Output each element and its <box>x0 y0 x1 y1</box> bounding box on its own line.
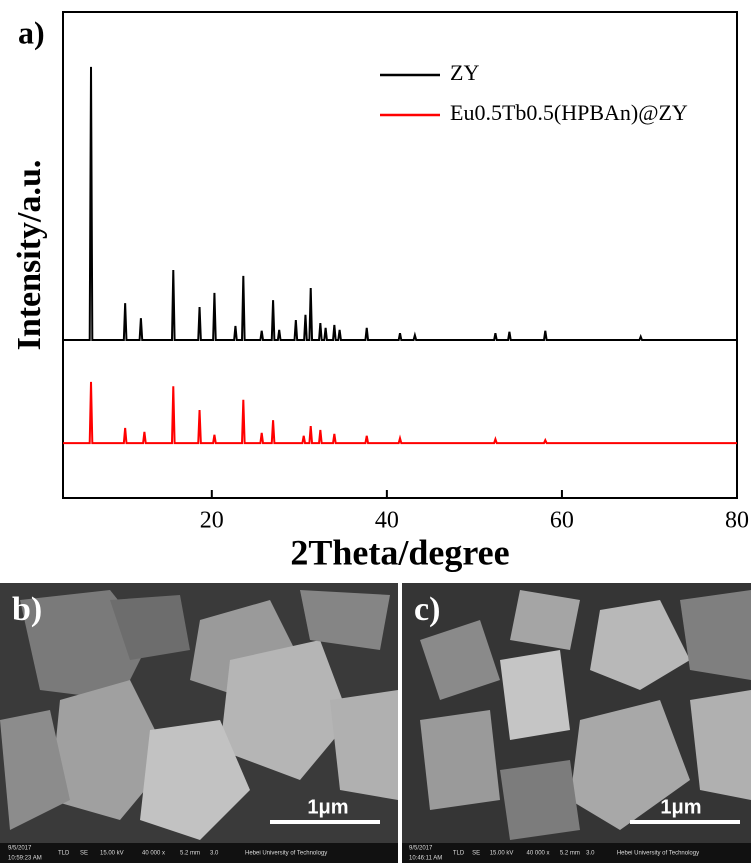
data-line <box>63 381 737 445</box>
x-tick-label: 20 <box>200 508 224 534</box>
sem-info-text: TLD <box>58 851 70 857</box>
data-line <box>63 66 737 342</box>
sem-info-text: Hebei University of Technology <box>617 851 699 857</box>
sem-info-text: 10:59:23 AM <box>8 856 42 862</box>
x-tick-label: 80 <box>725 508 749 534</box>
sem-info-text: TLD <box>453 851 465 857</box>
legend-label: ZY <box>450 60 479 85</box>
sem-info-text: SE <box>472 851 480 857</box>
scale-bar <box>270 820 380 824</box>
sem-image-b <box>0 583 398 863</box>
sem-info-text: 3.0 <box>586 851 595 857</box>
x-tick-label: 40 <box>375 508 399 534</box>
scale-bar-label: 1μm <box>660 796 701 818</box>
sem-info-text: 9/5/2017 <box>8 846 32 852</box>
sem-info-text: 9/5/2017 <box>409 846 433 852</box>
sem-info-bar <box>0 843 398 863</box>
sem-info-text: 5.2 mm <box>180 851 200 857</box>
sem-info-text: 40 000 x <box>142 851 165 857</box>
scale-bar-label: 1μm <box>307 796 348 818</box>
panel-label: a) <box>18 14 45 50</box>
sem-info-text: 3.0 <box>210 851 219 857</box>
sem-info-bar <box>402 843 751 863</box>
panel-label: c) <box>414 591 440 628</box>
sem-info-text: 5.2 mm <box>560 851 580 857</box>
x-axis-title: 2Theta/degree <box>290 532 509 572</box>
y-axis-title: Intensity/a.u. <box>11 160 48 351</box>
sem-image-c <box>402 583 751 863</box>
legend-label: Eu0.5Tb0.5(HPBAn)@ZY <box>450 100 688 125</box>
panel-label: b) <box>12 591 42 628</box>
sem-info-text: 15.00 kV <box>100 851 124 857</box>
sem-info-text: 10:46:11 AM <box>409 856 442 862</box>
sem-info-text: 40 000 x <box>527 851 550 857</box>
scale-bar <box>630 820 740 824</box>
sem-info-text: SE <box>80 851 88 857</box>
plot-frame <box>62 11 738 499</box>
sem-info-text: 15.00 kV <box>490 851 514 857</box>
x-tick-label: 60 <box>550 508 574 534</box>
sem-info-text: Hebei University of Technology <box>245 851 327 857</box>
